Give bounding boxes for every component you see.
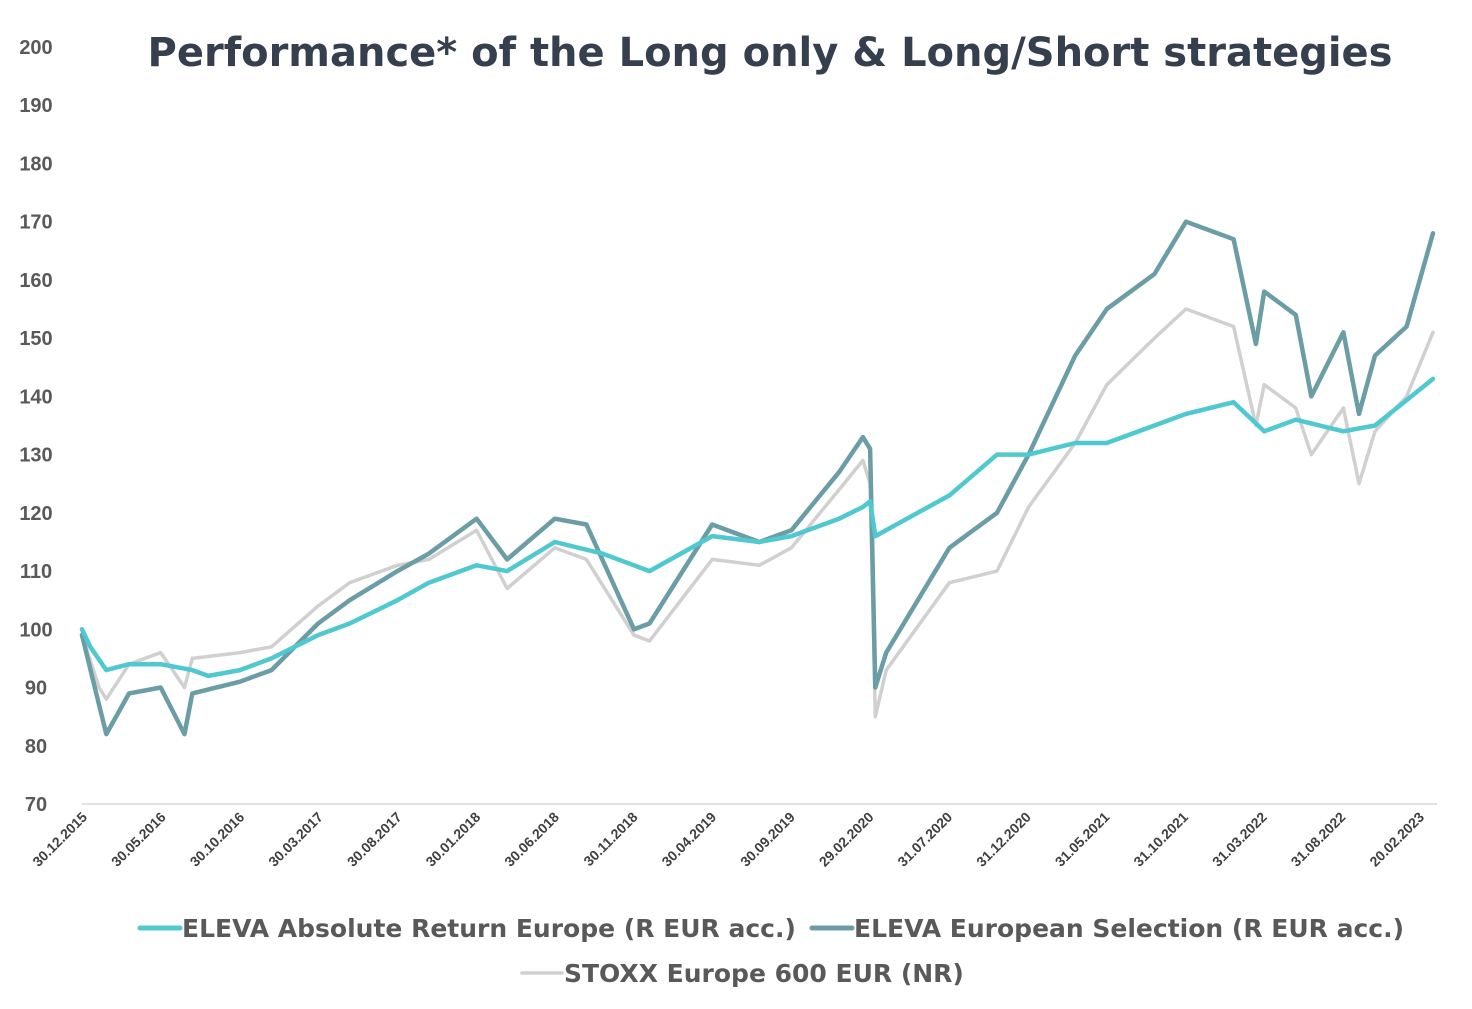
y-tick-label: 100: [19, 619, 52, 641]
x-tick-label: 30.03.2017: [265, 809, 326, 870]
x-tick-label: 31.08.2022: [1288, 809, 1349, 870]
line-eleva-absolute-return: [79, 376, 1436, 679]
y-axis-ticks: 70 80 90 100 110 120 130 140 150 160 170 180 190 200: [19, 37, 52, 816]
y-tick-label: 120: [19, 503, 52, 525]
y-tick-label: 110: [20, 561, 52, 583]
legend-label: ELEVA European Selection (R EUR acc.): [854, 914, 1404, 943]
x-tick-label: 31.12.2020: [973, 809, 1034, 870]
x-tick-label: 30.12.2015: [29, 809, 90, 870]
y-tick-label: 90: [25, 678, 47, 700]
legend-item-absolute-return: ELEVA Absolute Return Europe (R EUR acc.…: [137, 914, 796, 943]
x-tick-label: 30.10.2016: [187, 809, 248, 870]
line-eleva-european-selection: [79, 219, 1436, 737]
series-lines: [79, 219, 1436, 737]
y-tick-label: 200: [19, 37, 52, 59]
x-tick-label: 30.09.2019: [737, 809, 798, 870]
y-tick-label: 180: [19, 153, 52, 175]
x-tick-label: 31.03.2022: [1209, 809, 1270, 870]
y-tick-label: 70: [25, 794, 47, 816]
legend-item-stoxx-600: STOXX Europe 600 EUR (NR): [520, 959, 964, 988]
y-tick-label: 170: [19, 212, 52, 234]
y-tick-label: 160: [19, 270, 52, 292]
y-tick-label: 140: [19, 386, 52, 408]
x-tick-label: 31.05.2021: [1052, 809, 1113, 870]
x-tick-label: 31.10.2021: [1130, 809, 1191, 870]
legend-label: ELEVA Absolute Return Europe (R EUR acc.…: [182, 914, 796, 943]
x-axis-ticks: 30.12.2015 30.05.2016 30.10.2016 30.03.2017…: [29, 809, 1427, 870]
x-tick-label: 30.04.2019: [658, 809, 719, 870]
x-tick-label: 30.06.2018: [501, 809, 562, 870]
x-tick-label: 31.07.2020: [894, 809, 955, 870]
chart-title: Performance* of the Long only & Long/Sho…: [148, 30, 1393, 76]
x-tick-label: 30.08.2017: [344, 809, 405, 870]
y-tick-label: 190: [19, 95, 52, 117]
y-tick-label: 130: [19, 445, 52, 467]
y-tick-label: 150: [19, 328, 52, 350]
x-tick-label: 30.11.2018: [580, 809, 640, 869]
y-tick-label: 80: [25, 736, 47, 758]
x-tick-label: 20.02.2023: [1366, 809, 1427, 870]
legend-item-european-selection: ELEVA European Selection (R EUR acc.): [809, 914, 1404, 943]
x-tick-label: 30.01.2018: [422, 809, 483, 870]
x-tick-label: 29.02.2020: [816, 809, 877, 870]
legend-label: STOXX Europe 600 EUR (NR): [564, 959, 964, 988]
line-stoxx-europe-600: [80, 307, 1435, 719]
legend: ELEVA Absolute Return Europe (R EUR acc.…: [137, 914, 1404, 988]
x-tick-label: 30.05.2016: [108, 809, 169, 870]
